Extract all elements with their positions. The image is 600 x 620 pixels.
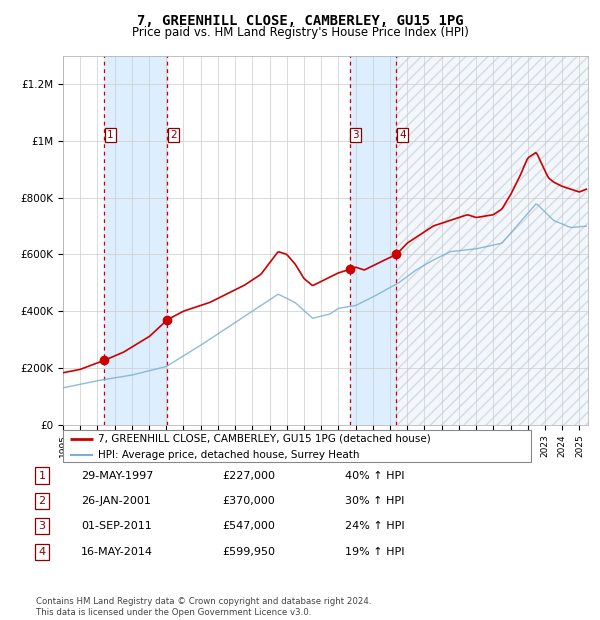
Text: HPI: Average price, detached house, Surrey Heath: HPI: Average price, detached house, Surr… — [98, 450, 359, 460]
Text: £547,000: £547,000 — [222, 521, 275, 531]
Text: 29-MAY-1997: 29-MAY-1997 — [81, 471, 154, 480]
Text: 26-JAN-2001: 26-JAN-2001 — [81, 496, 151, 506]
Text: 01-SEP-2011: 01-SEP-2011 — [81, 521, 152, 531]
Text: £370,000: £370,000 — [222, 496, 275, 506]
Text: 2: 2 — [170, 130, 176, 140]
Bar — [350, 56, 397, 425]
Text: 1: 1 — [38, 471, 46, 480]
Bar — [397, 56, 588, 425]
Text: £599,950: £599,950 — [222, 547, 275, 557]
Text: Price paid vs. HM Land Registry's House Price Index (HPI): Price paid vs. HM Land Registry's House … — [131, 26, 469, 39]
Text: 7, GREENHILL CLOSE, CAMBERLEY, GU15 1PG (detached house): 7, GREENHILL CLOSE, CAMBERLEY, GU15 1PG … — [98, 433, 431, 444]
Text: 3: 3 — [353, 130, 359, 140]
Text: Contains HM Land Registry data © Crown copyright and database right 2024.
This d: Contains HM Land Registry data © Crown c… — [36, 598, 371, 617]
Text: 30% ↑ HPI: 30% ↑ HPI — [345, 496, 404, 506]
FancyBboxPatch shape — [63, 430, 531, 462]
Text: 16-MAY-2014: 16-MAY-2014 — [81, 547, 153, 557]
Text: 2: 2 — [38, 496, 46, 506]
Text: 19% ↑ HPI: 19% ↑ HPI — [345, 547, 404, 557]
Text: £227,000: £227,000 — [222, 471, 275, 480]
Text: 3: 3 — [38, 521, 46, 531]
Text: 40% ↑ HPI: 40% ↑ HPI — [345, 471, 404, 480]
Text: 4: 4 — [38, 547, 46, 557]
Text: 24% ↑ HPI: 24% ↑ HPI — [345, 521, 404, 531]
Bar — [104, 56, 167, 425]
Text: 1: 1 — [107, 130, 113, 140]
Text: 4: 4 — [399, 130, 406, 140]
Text: 7, GREENHILL CLOSE, CAMBERLEY, GU15 1PG: 7, GREENHILL CLOSE, CAMBERLEY, GU15 1PG — [137, 14, 463, 28]
